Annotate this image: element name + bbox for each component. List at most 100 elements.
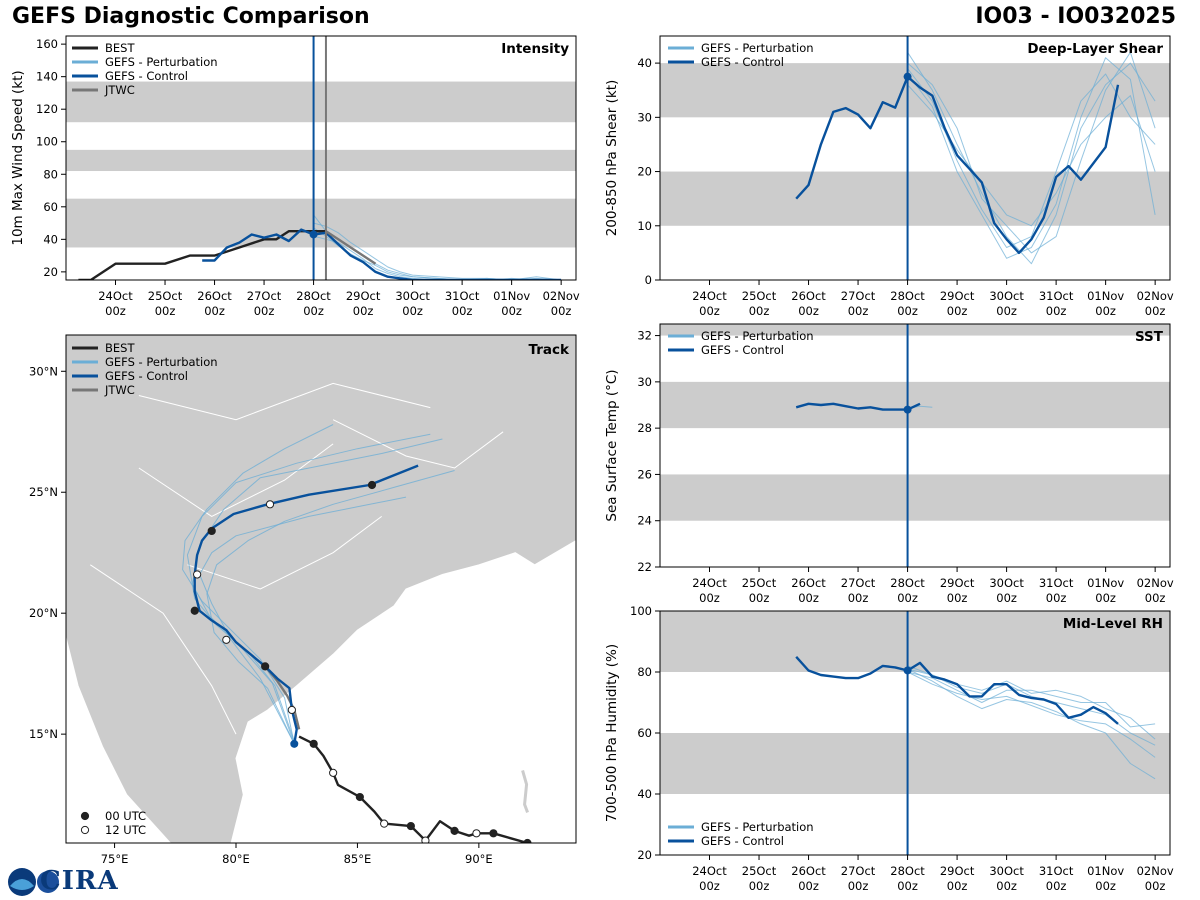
x-tick-sublabel: 00z [204,304,225,318]
x-tick-label: 27Oct [247,289,282,303]
y-tick-label: 100 [630,604,652,618]
x-tick-label: 31Oct [1039,864,1074,878]
series-line [907,668,1156,780]
y-tick-label: 60 [43,200,58,214]
state-boundary [187,515,382,590]
storm-id-title: IO03 - IO032025 [975,4,1176,29]
lat-tick-label: 25°N [29,485,58,499]
state-boundary [90,564,237,735]
cira-logo [8,868,59,896]
x-tick-sublabel: 00z [155,304,176,318]
x-tick-sublabel: 00z [798,879,819,893]
legend-label: GEFS - Perturbation [701,329,814,343]
panel-title: Mid-Level RH [1063,616,1163,632]
threshold-band [66,149,576,172]
x-tick-label: 29Oct [940,864,975,878]
x-tick-label: 01Nov [1087,864,1124,878]
page-title: GEFS Diagnostic Comparison [12,4,370,29]
track-marker [207,526,216,536]
init-point [903,72,912,81]
track-line [186,433,431,742]
x-tick-sublabel: 00z [947,879,968,893]
x-tick-label: 28Oct [890,576,925,590]
x-tick-sublabel: 00z [402,304,423,318]
x-tick-label: 24Oct [98,289,133,303]
track-marker [406,821,415,831]
y-tick-label: 30 [637,375,652,389]
x-tick-label: 26Oct [791,864,826,878]
series-group [795,51,1156,265]
track-marker [367,480,377,490]
x-tick-label: 25Oct [742,289,777,303]
threshold-band [66,198,576,248]
map-layer [66,335,576,843]
x-tick-label: 30Oct [989,864,1024,878]
series-line [907,671,1156,758]
series-group [78,214,562,280]
series-line [795,655,1119,725]
lat-tick-label: 30°N [29,364,58,378]
legend-label: GEFS - Perturbation [701,41,814,55]
cira-logo-text: CIRA [40,866,119,896]
y-tick-label: 30 [637,110,652,124]
y-tick-label: 24 [637,514,652,528]
track-marker [287,705,296,715]
state-boundary [138,443,334,517]
x-tick-label: 30Oct [989,289,1024,303]
y-tick-label: 60 [637,726,652,740]
track-marker [309,739,318,748]
chart-intensity: 2040608010012014016024Oct00z25Oct00z26Oc… [10,35,580,318]
x-tick-sublabel: 00z [897,304,918,318]
threshold-band [660,733,1170,794]
y-tick-label: 32 [637,329,652,343]
x-tick-label: 02Nov [1137,576,1174,590]
x-tick-label: 02Nov [543,289,580,303]
x-tick-label: 26Oct [197,289,232,303]
marker-legend-label: 00 UTC [105,809,146,823]
x-tick-sublabel: 00z [947,591,968,605]
x-tick-label: 28Oct [890,289,925,303]
y-tick-label: 80 [43,167,58,181]
threshold-band [660,63,1170,118]
x-tick-label: 02Nov [1137,289,1174,303]
init-position [290,739,299,748]
marker-legend-swatch [80,825,90,835]
x-tick-sublabel: 00z [303,304,324,318]
x-tick-sublabel: 00z [996,879,1017,893]
y-tick-label: 20 [637,848,652,862]
globe-icon [37,871,59,893]
x-tick-label: 27Oct [841,576,876,590]
init-point [903,666,912,675]
legend-label: GEFS - Control [105,369,188,383]
chart-shear: 01020304024Oct00z25Oct00z26Oct00z27Oct00… [604,35,1174,318]
x-tick-label: 31Oct [1039,576,1074,590]
marker-legend-swatch [80,811,90,821]
legend-label: JTWC [104,83,135,97]
x-tick-sublabel: 00z [699,879,720,893]
track-marker [265,500,275,509]
x-tick-sublabel: 00z [996,591,1017,605]
panel-title: SST [1135,329,1164,345]
y-tick-label: 40 [637,56,652,70]
track-marker [523,838,532,843]
init-point [903,405,912,414]
series-line [907,671,1156,728]
x-tick-label: 02Nov [1137,864,1174,878]
x-tick-label: 25Oct [742,864,777,878]
threshold-band [660,171,1170,226]
x-tick-sublabel: 00z [947,304,968,318]
x-tick-sublabel: 00z [254,304,275,318]
x-tick-label: 29Oct [940,576,975,590]
track-marker [193,570,202,579]
series-line [907,57,1156,259]
x-tick-label: 25Oct [148,289,183,303]
noaa-wave-icon [10,879,34,890]
x-tick-label: 26Oct [791,576,826,590]
chart-track: 75°E 80°E 85°E 90°E 15°N 20°N 25°N 30°N Track BES… [29,334,577,866]
legend-label: BEST [105,41,135,55]
panel-title: Intensity [501,41,569,57]
track-marker [329,768,338,777]
lat-tick-label: 20°N [29,606,58,620]
x-tick-label: 24Oct [692,289,727,303]
